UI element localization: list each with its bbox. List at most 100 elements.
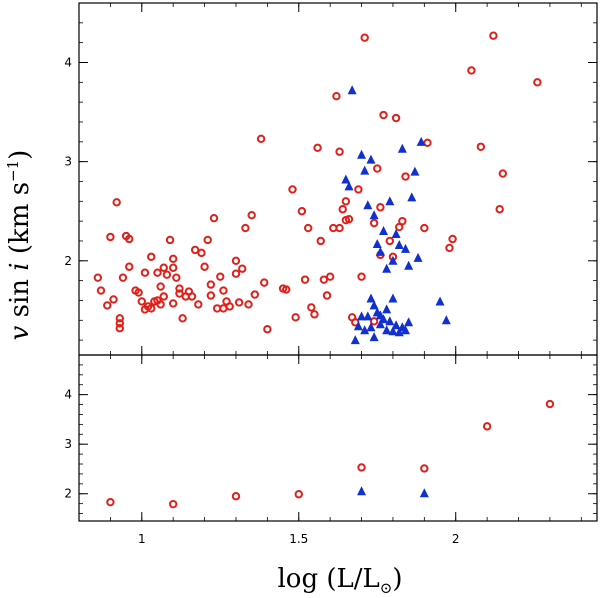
top-panel: 2 3 4	[64, 2, 598, 356]
data-point-circle	[244, 300, 253, 309]
data-point-circle	[118, 273, 128, 282]
data-point-circle	[247, 210, 256, 220]
data-point-circle	[391, 113, 401, 123]
data-point-triangle	[419, 488, 429, 498]
data-point-circle	[172, 273, 181, 282]
data-point-circle	[294, 490, 303, 499]
data-point-circle	[147, 304, 156, 313]
data-point-triangle	[404, 260, 414, 270]
data-point-circle	[147, 252, 156, 262]
x-axis: 1 1.5 2	[138, 532, 460, 546]
data-point-triangle	[382, 325, 392, 335]
data-point-circle	[476, 142, 486, 151]
data-point-triangle	[366, 154, 376, 164]
data-point-circle	[291, 313, 300, 322]
data-point-circle	[175, 284, 184, 293]
data-point-circle	[357, 463, 366, 472]
data-point-circle	[282, 285, 291, 294]
data-point-circle	[467, 66, 476, 75]
x-tick-label: 2	[452, 532, 460, 546]
data-point-triangle	[366, 293, 376, 303]
data-point-triangle	[369, 332, 379, 342]
data-point-triangle	[357, 311, 367, 321]
data-point-circle	[200, 262, 209, 271]
data-point-circle	[319, 275, 329, 284]
x-tick-label: 1.5	[289, 532, 308, 546]
data-point-triangle	[416, 136, 426, 146]
data-point-circle	[533, 78, 542, 87]
data-point-circle	[190, 245, 200, 255]
data-point-triangle	[375, 319, 385, 329]
data-point-triangle	[388, 326, 398, 336]
data-point-circle	[260, 278, 269, 287]
data-point-circle	[206, 280, 216, 289]
data-point-circle	[313, 143, 322, 152]
data-point-triangle	[360, 325, 370, 335]
data-point-circle	[297, 207, 307, 216]
data-point-circle	[168, 299, 178, 308]
data-point-circle	[376, 203, 385, 212]
data-point-circle	[341, 197, 351, 206]
data-point-circle	[206, 291, 216, 300]
data-point-circle	[369, 218, 379, 228]
data-point-circle	[159, 263, 168, 272]
data-point-circle	[325, 272, 335, 281]
data-point-circle	[137, 297, 146, 306]
data-point-circle	[168, 263, 178, 272]
data-point-triangle	[363, 200, 373, 210]
data-point-circle	[231, 492, 241, 501]
data-point-circle	[338, 205, 347, 214]
data-point-triangle	[404, 317, 414, 327]
data-point-triangle	[407, 192, 417, 202]
data-point-circle	[300, 275, 310, 284]
data-point-triangle	[397, 143, 407, 153]
data-point-circle	[250, 290, 260, 299]
y-axis-title: v sin i (km s−1)	[4, 150, 35, 341]
data-point-triangle	[357, 149, 367, 159]
data-point-triangle	[366, 322, 376, 332]
data-point-circle	[401, 172, 410, 181]
data-point-triangle	[441, 315, 451, 325]
data-point-circle	[187, 292, 197, 301]
data-point-circle	[162, 270, 172, 279]
data-point-circle	[115, 314, 125, 323]
data-point-triangle	[369, 300, 379, 310]
data-point-circle	[231, 269, 241, 278]
data-point-circle	[153, 268, 162, 277]
data-point-circle	[165, 235, 175, 245]
data-point-circle	[106, 497, 115, 507]
data-point-circle	[178, 314, 187, 323]
data-point-circle	[93, 273, 103, 282]
data-point-circle	[194, 300, 203, 309]
data-point-circle	[96, 286, 106, 295]
data-point-circle	[219, 286, 228, 295]
data-point-triangle	[344, 181, 354, 191]
data-point-circle	[140, 268, 150, 277]
data-point-circle	[303, 223, 313, 233]
data-point-circle	[256, 134, 266, 144]
data-point-triangle	[385, 316, 395, 326]
data-point-triangle	[400, 325, 410, 335]
data-point-triangle	[391, 320, 401, 330]
data-point-circle	[197, 248, 206, 258]
top-y-tick-label: 3	[64, 155, 72, 169]
data-point-circle	[482, 422, 492, 431]
data-point-triangle	[382, 263, 392, 273]
data-point-circle	[335, 223, 344, 233]
data-point-circle	[489, 31, 498, 40]
data-point-circle	[373, 164, 382, 173]
data-point-circle	[495, 205, 504, 214]
data-point-circle	[168, 499, 178, 509]
data-point-circle	[209, 213, 219, 223]
data-point-circle	[369, 317, 379, 326]
data-point-circle	[357, 272, 366, 281]
data-point-circle	[316, 236, 325, 246]
data-point-circle	[360, 33, 369, 42]
data-point-triangle	[410, 166, 420, 176]
data-point-triangle	[388, 293, 398, 303]
data-point-triangle	[435, 296, 445, 306]
data-point-circle	[216, 272, 225, 281]
data-point-triangle	[353, 321, 363, 331]
data-point-circle	[125, 262, 134, 271]
